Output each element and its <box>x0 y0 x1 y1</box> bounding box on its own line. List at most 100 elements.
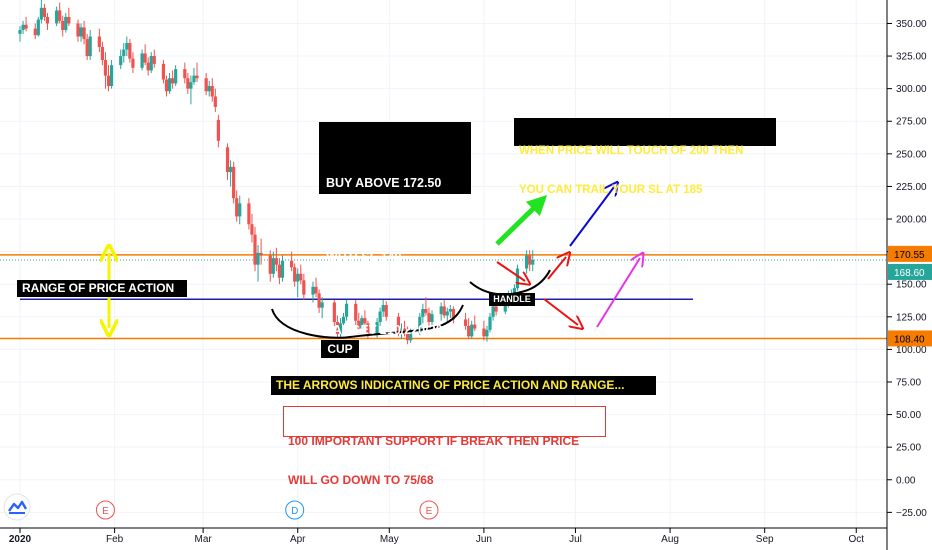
candle-body <box>378 311 382 323</box>
handle-curve <box>469 269 551 296</box>
magenta-arrow <box>596 258 640 328</box>
candle <box>338 318 343 339</box>
candle-body <box>274 258 278 265</box>
handle-label[interactable]: HANDLE <box>489 293 535 306</box>
candle <box>421 303 425 324</box>
candle <box>125 36 129 57</box>
support-warning-box[interactable]: 100 IMPORTANT SUPPORT IF BREAK THEN PRIC… <box>283 406 606 487</box>
candle <box>256 245 260 282</box>
y-tick-label: 50.00 <box>896 410 921 421</box>
candle <box>140 49 144 71</box>
candle <box>85 33 89 60</box>
x-tick-label: Jun <box>476 534 492 545</box>
x-tick-label: Oct <box>848 534 864 545</box>
candle <box>485 325 489 342</box>
price-tag-label: 108.40 <box>894 334 925 345</box>
candle <box>186 73 190 94</box>
candle-body <box>82 27 86 40</box>
blue-target-arrow <box>569 187 614 247</box>
candle-body <box>256 252 260 265</box>
candle-body <box>293 267 297 282</box>
price-tag-bg <box>888 263 932 280</box>
candle <box>161 59 166 84</box>
candle-body <box>302 280 306 295</box>
range-label[interactable]: RANGE OF PRICE ACTION <box>17 280 187 297</box>
candle <box>207 80 211 97</box>
candle <box>253 226 257 272</box>
candle <box>82 20 86 45</box>
candle <box>268 250 272 282</box>
y-tick-label: 325.00 <box>896 52 927 63</box>
candle-body <box>247 203 251 225</box>
candle-body <box>332 302 336 323</box>
candle-body <box>122 49 126 57</box>
y-tick-label: 100.00 <box>896 345 927 356</box>
candle-body <box>473 324 477 329</box>
candle <box>45 13 50 30</box>
candle <box>293 263 297 287</box>
candle-body <box>238 203 242 217</box>
candle-body <box>253 234 257 265</box>
candle <box>271 251 275 278</box>
candle-body <box>225 147 230 173</box>
green-target-arrow <box>495 195 548 246</box>
candle-body <box>482 328 486 337</box>
candle-body <box>384 305 388 317</box>
candle <box>143 44 147 66</box>
candle-body <box>143 53 147 63</box>
candle-body <box>42 7 47 17</box>
candle-body <box>406 333 410 341</box>
candle <box>174 65 178 87</box>
candle-body <box>164 79 169 92</box>
candle <box>97 28 101 53</box>
y-tick-label: 75.00 <box>896 377 921 388</box>
trail-line-1: WHEN PRICE WILL TOUCH OF 200 THEN <box>519 145 744 157</box>
candle-body <box>149 56 153 71</box>
candle <box>463 312 468 330</box>
tradingview-logo-icon[interactable] <box>3 493 31 521</box>
candle <box>378 307 382 326</box>
trail-sl-box[interactable]: WHEN PRICE WILL TOUCH OF 200 THEN YOU CA… <box>514 118 776 196</box>
candle-body <box>409 332 413 341</box>
candle-body <box>485 329 489 337</box>
candle <box>103 52 108 89</box>
arrows-explanation-label[interactable]: THE ARROWS INDICATING OF PRICE ACTION AN… <box>271 376 656 395</box>
y-tick-label: 125.00 <box>896 312 927 323</box>
candle-body <box>488 316 492 330</box>
event-marker[interactable]: E <box>419 500 439 520</box>
event-marker[interactable]: E <box>95 500 115 520</box>
support-line-1: 100 IMPORTANT SUPPORT IF BREAK THEN PRIC… <box>288 434 580 448</box>
candle-body <box>271 258 275 274</box>
candle <box>384 301 388 321</box>
candle <box>296 268 300 298</box>
candle <box>21 20 25 34</box>
candle <box>149 52 153 74</box>
red-arrow-down-2 <box>543 298 578 325</box>
event-marker[interactable]: D <box>285 500 305 520</box>
candle-body <box>232 166 236 199</box>
candle <box>418 312 422 336</box>
buy-instructions-box[interactable]: BUY ABOVE 172.50 WITH SL 140 TARGET 210/… <box>319 122 471 337</box>
candle <box>225 143 230 180</box>
candle-body <box>512 288 517 294</box>
candle-body <box>152 56 156 64</box>
y-tick-label: 225.00 <box>896 182 927 193</box>
candle <box>360 315 364 333</box>
y-tick-label: 350.00 <box>896 19 927 30</box>
candle-body <box>216 119 220 141</box>
candle-body <box>103 59 108 76</box>
candle <box>189 75 193 105</box>
candle-body <box>58 10 62 21</box>
y-tick-label: 25.00 <box>896 443 921 454</box>
candle <box>354 299 358 326</box>
price-level-tags: 170.55 168.60 108.40 <box>888 245 932 347</box>
candle-body <box>528 255 532 265</box>
candle <box>311 281 315 303</box>
candle <box>430 310 434 328</box>
candle <box>238 195 242 225</box>
candle-body <box>100 46 105 60</box>
candle-body <box>189 82 193 89</box>
candle-body <box>427 312 431 323</box>
candle <box>39 0 43 24</box>
cup-label[interactable]: CUP <box>321 340 359 358</box>
